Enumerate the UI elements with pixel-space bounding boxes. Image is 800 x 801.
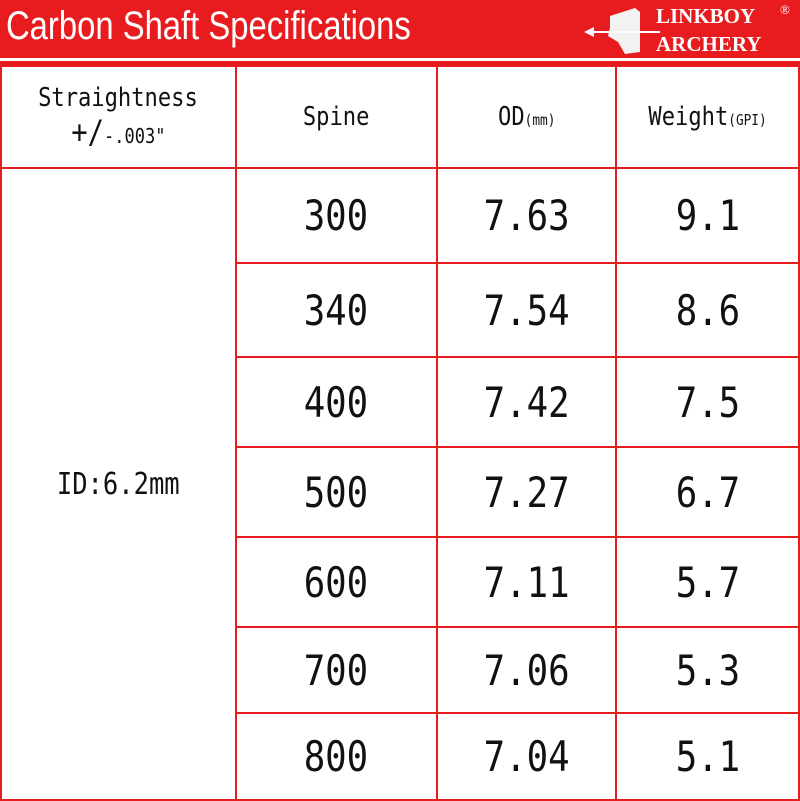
spine-cell: 700	[234, 626, 438, 714]
table-row: 340 7.54 8.6	[1, 262, 800, 358]
weight-cell: 8.6	[615, 262, 800, 358]
weight-cell: 9.1	[615, 167, 800, 264]
spine-cell: 340	[234, 262, 438, 358]
spine-cell: 500	[234, 446, 438, 538]
divider	[0, 61, 800, 65]
weight-cell: 5.3	[615, 626, 800, 714]
spine-cell: 400	[234, 356, 438, 448]
header-row: Straightness +/-.003" Spine OD(mm) Weigh…	[0, 65, 800, 169]
weight-cell: 6.7	[615, 446, 800, 538]
table-row: 400 7.42 7.5	[1, 356, 800, 448]
od-cell: 7.54	[435, 262, 618, 358]
spine-cell: 300	[234, 167, 438, 264]
brand-logo: LINKBOY ARCHERY ®	[580, 2, 800, 58]
archer-logo-icon	[584, 8, 800, 54]
weight-cell: 7.5	[615, 356, 800, 448]
table-row: ID:6.2mm 300 7.63 9.1	[0, 167, 800, 801]
id-cell: ID:6.2mm	[0, 167, 237, 801]
weight-cell: 5.1	[615, 712, 800, 801]
title-banner: Carbon Shaft Specifications LINKBOY ARCH…	[0, 0, 800, 58]
od-cell: 7.04	[435, 712, 618, 801]
od-cell: 7.42	[435, 356, 618, 448]
table-row: 500 7.27 6.7	[1, 446, 800, 538]
weight-cell: 5.7	[615, 536, 800, 628]
od-cell: 7.63	[435, 167, 618, 264]
page-title: Carbon Shaft Specifications	[6, 4, 411, 48]
table-row: 700 7.06 5.3	[1, 626, 800, 714]
logo-line1: LINKBOY	[656, 4, 756, 28]
table-row: 800 7.04 5.1	[1, 712, 800, 801]
od-cell: 7.11	[435, 536, 618, 628]
table-row: 600 7.11 5.7	[1, 536, 800, 628]
header-weight: Weight(GPI)	[615, 65, 800, 169]
registered-mark: ®	[780, 2, 790, 17]
spec-table: Straightness +/-.003" Spine OD(mm) Weigh…	[0, 65, 800, 801]
logo-line2: ARCHERY	[656, 32, 762, 56]
spine-cell: 600	[234, 536, 438, 628]
spine-cell: 800	[234, 712, 438, 801]
od-cell: 7.06	[435, 626, 618, 714]
header-spine: Spine	[234, 65, 438, 169]
header-straightness: Straightness +/-.003"	[0, 65, 237, 169]
header-od: OD(mm)	[435, 65, 618, 169]
od-cell: 7.27	[435, 446, 618, 538]
